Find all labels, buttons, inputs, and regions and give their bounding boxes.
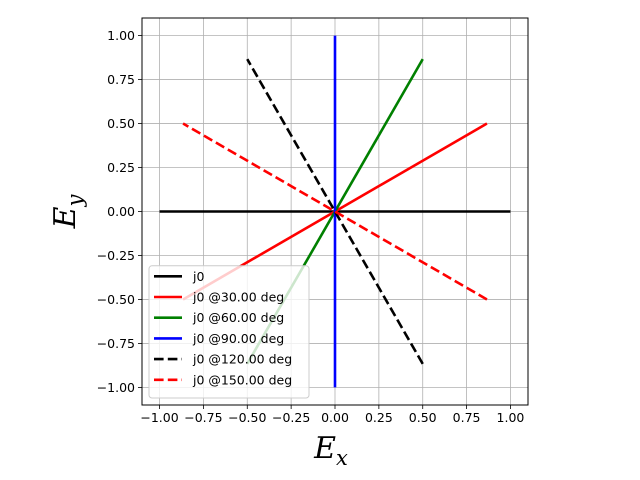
y-tick-label: 0.25 bbox=[107, 160, 135, 175]
y-tick-label: −1.00 bbox=[97, 380, 135, 395]
ticks: −1.00 −0.75 −0.50 −0.25 0.00 0.25 0.50 0.75 1.00… bbox=[97, 28, 525, 425]
x-axis-label-sub: x bbox=[336, 446, 348, 470]
y-tick-label: −0.50 bbox=[97, 292, 135, 307]
y-tick-label: 0.75 bbox=[107, 72, 135, 87]
y-tick-label: 0.00 bbox=[107, 204, 135, 219]
y-tick-label: 0.50 bbox=[107, 116, 135, 131]
y-tick-label: −0.75 bbox=[97, 336, 135, 351]
x-tick-label: 0.25 bbox=[365, 410, 393, 425]
legend-label: j0 @90.00 deg bbox=[192, 331, 284, 346]
y-axis-label: Ey bbox=[48, 193, 87, 229]
legend: j0 j0 @30.00 deg j0 @60.00 deg j0 @90.00 de… bbox=[148, 265, 310, 399]
x-axis-label-base: E bbox=[313, 431, 336, 466]
series-line-5 bbox=[182, 122, 488, 301]
y-axis-label-sub: y bbox=[63, 193, 87, 207]
x-tick-label: 1.00 bbox=[497, 410, 525, 425]
x-tick-label: 0.50 bbox=[409, 410, 437, 425]
x-tick-label: −1.00 bbox=[140, 410, 178, 425]
legend-box bbox=[148, 265, 310, 399]
x-tick-label: −0.75 bbox=[184, 410, 222, 425]
x-tick-label: 0.00 bbox=[321, 410, 349, 425]
legend-label: j0 @30.00 deg bbox=[192, 290, 284, 305]
legend-label: j0 @120.00 deg bbox=[192, 352, 292, 367]
x-tick-label: 0.75 bbox=[453, 410, 481, 425]
series-line-4 bbox=[246, 58, 424, 365]
y-tick-label: 1.00 bbox=[107, 28, 135, 43]
legend-label: j0 @150.00 deg bbox=[192, 372, 292, 387]
x-axis-label: Ex bbox=[313, 431, 348, 470]
legend-label: j0 @60.00 deg bbox=[192, 310, 284, 325]
y-tick-label: −0.25 bbox=[97, 248, 135, 263]
x-tick-label: −0.25 bbox=[272, 410, 310, 425]
legend-label: j0 bbox=[192, 269, 204, 284]
x-tick-label: −0.50 bbox=[228, 410, 266, 425]
y-axis-label-base: E bbox=[48, 206, 83, 229]
